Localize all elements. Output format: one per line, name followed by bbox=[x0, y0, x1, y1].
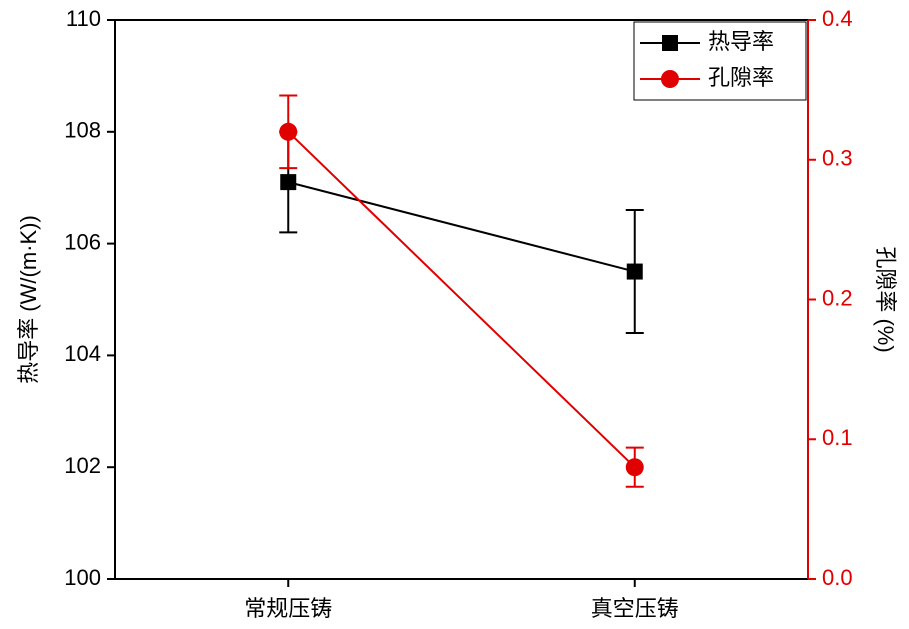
y-tick-label: 110 bbox=[66, 6, 101, 31]
y2-axis-label: 孔隙率 (%) bbox=[873, 246, 898, 352]
y-tick-label: 100 bbox=[64, 565, 101, 590]
legend-label: 热导率 bbox=[708, 29, 774, 54]
y-tick-label: 104 bbox=[64, 341, 101, 366]
legend-box bbox=[633, 21, 807, 101]
line bbox=[288, 181, 635, 273]
y2-tick-label: 0.4 bbox=[822, 6, 853, 31]
legend-label: 孔隙率 bbox=[708, 65, 774, 90]
y2-tick-label: 0.1 bbox=[822, 425, 853, 450]
line bbox=[287, 131, 636, 468]
y-axis-label: 热导率 (W/(m·K)) bbox=[16, 215, 41, 384]
data-point bbox=[625, 458, 644, 477]
y2-tick-label: 0.3 bbox=[822, 146, 853, 171]
y2-tick-label: 0.0 bbox=[822, 565, 853, 590]
legend-marker bbox=[661, 70, 679, 88]
legend-marker bbox=[662, 35, 678, 51]
y-tick-label: 106 bbox=[64, 229, 101, 254]
y2-tick-label: 0.2 bbox=[822, 285, 853, 310]
y-tick-label: 102 bbox=[64, 453, 101, 478]
data-point bbox=[626, 263, 643, 280]
x-tick-label: 常规压铸 bbox=[244, 596, 332, 621]
data-point bbox=[279, 122, 298, 141]
data-point bbox=[280, 174, 297, 191]
x-tick-label: 真空压铸 bbox=[591, 596, 679, 621]
y-tick-label: 108 bbox=[64, 118, 101, 143]
